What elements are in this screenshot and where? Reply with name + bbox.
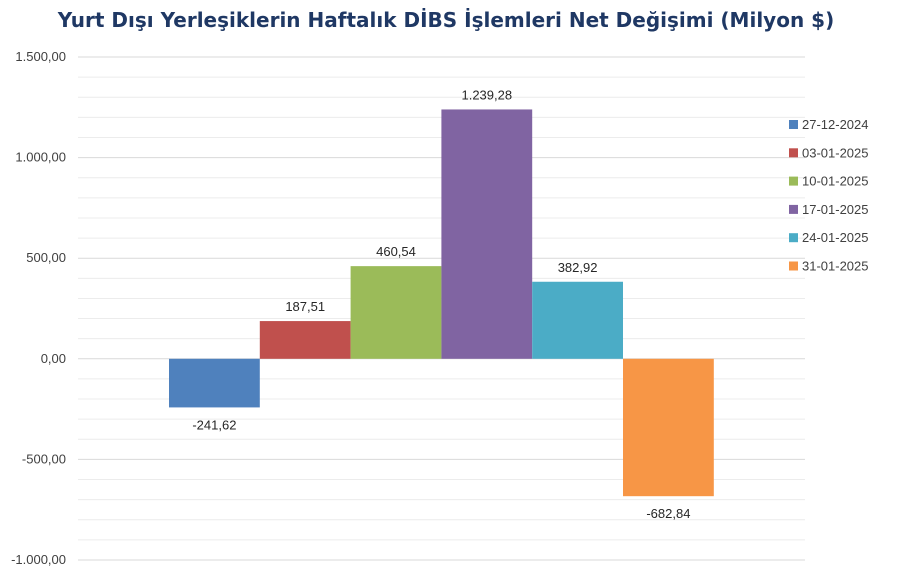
legend-swatch [789, 261, 798, 271]
data-label: 187,51 [285, 299, 325, 314]
y-tick-label: -500,00 [22, 451, 66, 466]
bars [169, 109, 714, 497]
bar [350, 266, 442, 359]
data-labels: -241,62 187,51 460,54 1.239,28 382,92 -682,84 [192, 87, 690, 521]
data-label: -241,62 [192, 417, 236, 432]
legend: 27-12-2024 03-01-2025 10-01-2025 17-01-2025… [789, 117, 869, 274]
legend-label: 24-01-2025 [802, 230, 869, 245]
legend-swatch [789, 176, 798, 186]
bar [169, 358, 260, 408]
y-tick-label: 1.500,00 [15, 49, 66, 64]
legend-label: 27-12-2024 [802, 117, 869, 132]
bar [441, 109, 533, 359]
data-label: 382,92 [558, 260, 598, 275]
y-tick-label: 0,00 [41, 351, 66, 366]
legend-swatch [789, 204, 798, 214]
legend-label: 17-01-2025 [802, 202, 869, 217]
y-tick-label: 500,00 [26, 250, 66, 265]
legend-swatch [789, 120, 798, 129]
chart-title: Yurt Dışı Yerleşiklerin Haftalık DİBS İş… [57, 8, 835, 32]
bar [623, 358, 714, 497]
y-axis: 1.500,00 1.000,00 500,00 0,00 -500,00 -1.000,… [11, 49, 66, 567]
legend-swatch [789, 148, 798, 158]
legend-label: 10-01-2025 [802, 174, 869, 189]
bar [532, 281, 623, 359]
y-tick-label: -1.000,00 [11, 552, 66, 567]
legend-label: 31-01-2025 [802, 259, 869, 274]
data-label: -682,84 [646, 506, 690, 521]
y-tick-label: 1.000,00 [15, 150, 66, 165]
legend-label: 03-01-2025 [802, 145, 869, 160]
bar [259, 321, 351, 359]
legend-swatch [789, 233, 798, 243]
data-label: 1.239,28 [461, 87, 512, 102]
data-label: 460,54 [376, 244, 416, 259]
